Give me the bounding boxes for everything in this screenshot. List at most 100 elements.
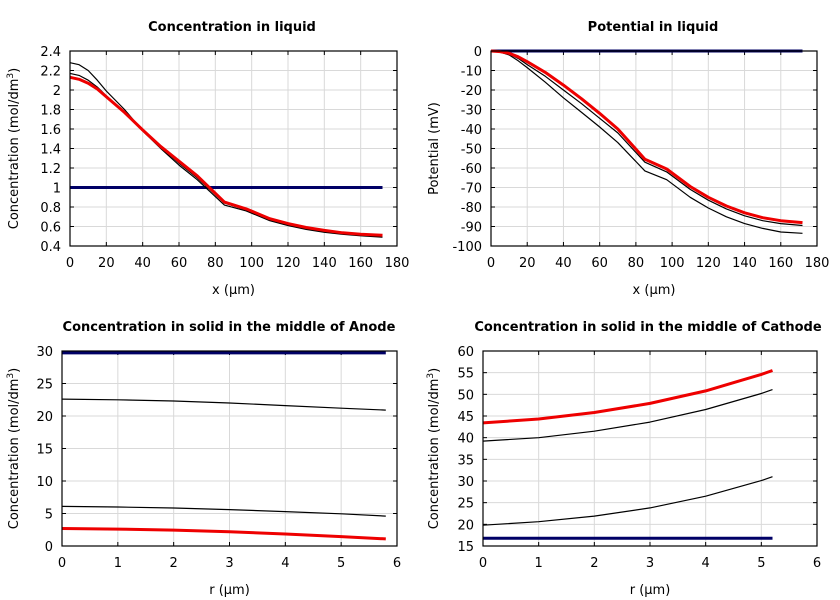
x-tick-label: 5 bbox=[337, 556, 345, 571]
x-tick-label: 1 bbox=[114, 556, 122, 571]
y-tick-label: 2 bbox=[53, 84, 61, 99]
x-tick-label: 0 bbox=[487, 256, 495, 271]
x-tick-label: 100 bbox=[239, 256, 264, 271]
plot-frame bbox=[490, 50, 818, 247]
y-axis-label: Concentration (mol/dm3) bbox=[426, 368, 442, 530]
x-tick-label: 0 bbox=[479, 556, 487, 571]
series-line-2 bbox=[490, 50, 803, 234]
y-tick-label: 1.8 bbox=[40, 104, 61, 119]
chart-panel-2: 0 20 40 60 80 100 120 140 160 180 -10 0 -90 -80 -70 -60… bbox=[427, 20, 829, 298]
x-tick-label: 40 bbox=[555, 256, 572, 271]
y-tick-label: 20 bbox=[36, 410, 53, 425]
x-tick-label: 4 bbox=[281, 556, 289, 571]
x-tick-label: 2 bbox=[170, 556, 178, 571]
y-tick-label: 30 bbox=[36, 345, 53, 360]
plot-frame bbox=[61, 350, 398, 547]
x-tick-label: 1 bbox=[535, 556, 543, 571]
x-axis-label: r (µm) bbox=[209, 583, 250, 598]
series-line-2 bbox=[69, 62, 383, 238]
y-tick-label: 25 bbox=[457, 497, 474, 512]
y-tick-label: -70 bbox=[461, 182, 482, 197]
x-tick-label: 20 bbox=[519, 256, 536, 271]
x-tick-label: 2 bbox=[590, 556, 598, 571]
y-tick-label: 15 bbox=[457, 540, 474, 555]
x-tick-label: 160 bbox=[768, 256, 793, 271]
y-tick-label: 0.6 bbox=[40, 221, 61, 236]
chart-title: Concentration in liquid bbox=[148, 20, 316, 35]
x-tick-label: 180 bbox=[805, 256, 830, 271]
y-axis-label: Concentration (mol/dm3) bbox=[6, 368, 22, 530]
y-tick-label: 0.4 bbox=[40, 240, 61, 255]
y-tick-label: 1.4 bbox=[40, 143, 61, 158]
series-line-3 bbox=[61, 505, 386, 517]
y-tick-label: 30 bbox=[457, 475, 474, 490]
x-tick-label: 180 bbox=[385, 256, 410, 271]
y-tick-label: -30 bbox=[461, 104, 482, 119]
y-tick-label: 20 bbox=[457, 518, 474, 533]
x-tick-label: 140 bbox=[312, 256, 337, 271]
y-tick-label: 55 bbox=[457, 367, 474, 382]
y-tick-label: -20 bbox=[461, 84, 482, 99]
series-line-4 bbox=[482, 369, 773, 425]
x-tick-label: 4 bbox=[702, 556, 710, 571]
x-tick-label: 60 bbox=[591, 256, 608, 271]
y-tick-label: -90 bbox=[461, 221, 482, 236]
y-tick-label: -10 bbox=[461, 65, 482, 80]
series-line-3 bbox=[69, 72, 383, 237]
x-tick-label: 0 bbox=[58, 556, 66, 571]
y-tick-label: -50 bbox=[461, 143, 482, 158]
y-tick-label: 15 bbox=[36, 443, 53, 458]
x-tick-label: 120 bbox=[276, 256, 301, 271]
y-tick-label: 2.4 bbox=[40, 45, 61, 60]
y-tick-label: -80 bbox=[461, 201, 482, 216]
y-tick-label: 2.2 bbox=[40, 65, 61, 80]
chart-panel-3: 0 1 2 3 4 5 6 0 5 10 15 20 25 30 Concentration in soli… bbox=[6, 320, 401, 598]
x-tick-label: 20 bbox=[98, 256, 115, 271]
y-tick-label: 25 bbox=[36, 378, 53, 393]
plot-frame bbox=[482, 350, 818, 547]
x-axis-label: x (µm) bbox=[633, 283, 676, 298]
x-tick-label: 80 bbox=[207, 256, 224, 271]
x-tick-label: 6 bbox=[393, 556, 401, 571]
x-tick-label: 40 bbox=[134, 256, 151, 271]
y-tick-label: 35 bbox=[457, 453, 474, 468]
y-tick-label: 1 bbox=[53, 182, 61, 197]
x-axis-label: x (µm) bbox=[212, 283, 255, 298]
y-tick-label: 0 bbox=[45, 540, 53, 555]
series-line-4 bbox=[61, 527, 386, 541]
chart-title: Potential in liquid bbox=[588, 20, 719, 35]
y-tick-label: 5 bbox=[45, 508, 53, 523]
y-tick-label: 0 bbox=[474, 45, 482, 60]
y-tick-label: 1.6 bbox=[40, 123, 61, 138]
chart-title: Concentration in solid in the middle of … bbox=[63, 320, 396, 335]
y-tick-label: 50 bbox=[457, 388, 474, 403]
x-tick-label: 100 bbox=[660, 256, 685, 271]
y-tick-label: 45 bbox=[457, 410, 474, 425]
series-line-4 bbox=[69, 75, 383, 237]
y-tick-label: -60 bbox=[461, 162, 482, 177]
x-tick-label: 160 bbox=[348, 256, 373, 271]
x-tick-label: 3 bbox=[646, 556, 654, 571]
y-tick-label: 0.8 bbox=[40, 201, 61, 216]
plot-frame bbox=[69, 50, 398, 247]
x-tick-label: 6 bbox=[813, 556, 821, 571]
chart-title: Concentration in solid in the middle of … bbox=[474, 320, 822, 335]
x-tick-label: 80 bbox=[628, 256, 645, 271]
y-tick-label: 1.2 bbox=[40, 162, 61, 177]
series-line-4 bbox=[490, 49, 803, 225]
x-tick-label: 0 bbox=[66, 256, 74, 271]
y-tick-label: 10 bbox=[36, 475, 53, 490]
x-tick-label: 5 bbox=[757, 556, 765, 571]
x-tick-label: 3 bbox=[225, 556, 233, 571]
y-axis-label: Potential (mV) bbox=[427, 102, 442, 195]
y-tick-label: -40 bbox=[461, 123, 482, 138]
y-tick-label: 60 bbox=[457, 345, 474, 360]
x-tick-label: 120 bbox=[696, 256, 721, 271]
series-line-3 bbox=[482, 389, 773, 442]
y-axis-label: Concentration (mol/dm3) bbox=[6, 68, 22, 230]
series-line-2 bbox=[482, 476, 773, 526]
x-tick-label: 60 bbox=[171, 256, 188, 271]
x-tick-label: 140 bbox=[732, 256, 757, 271]
x-axis-label: r (µm) bbox=[630, 583, 671, 598]
